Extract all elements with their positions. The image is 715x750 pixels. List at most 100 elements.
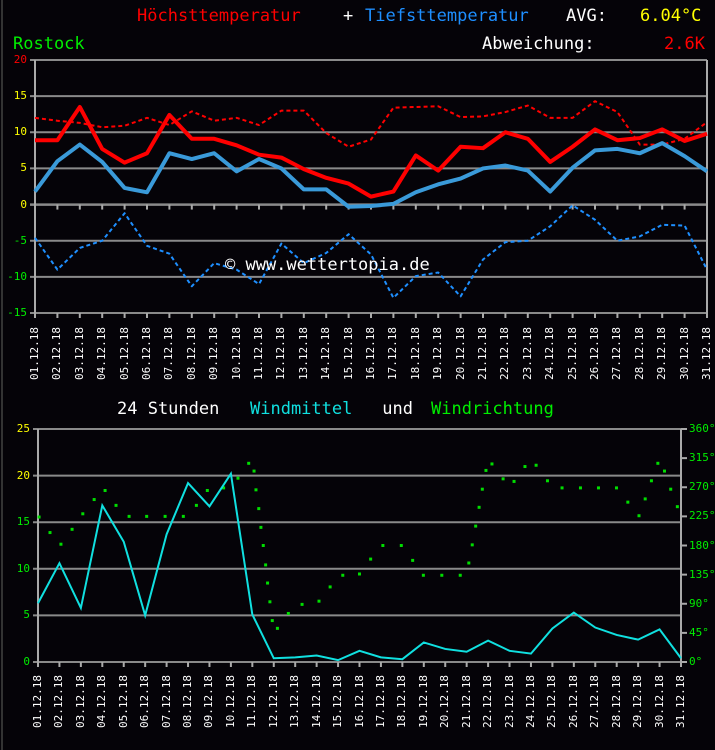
x-tick-label: 26.12.18	[566, 675, 580, 728]
x-tick-label: 06.12.18	[140, 327, 153, 380]
y2-tick-label: 90°	[689, 596, 709, 610]
x-tick-label: 31.12.18	[674, 675, 687, 728]
x-tick-label: 14.12.18	[309, 675, 323, 728]
wind-direction-point	[501, 477, 505, 481]
wind-direction-point	[81, 512, 85, 516]
x-tick-label: 23.12.18	[520, 327, 534, 380]
x-tick-label: 03.12.18	[72, 327, 86, 380]
wind-direction-point	[467, 561, 471, 565]
x-tick-label: 05.12.18	[116, 675, 130, 728]
x-tick-label: 06.12.18	[138, 675, 152, 728]
x-tick-label: 30.12.18	[677, 327, 691, 380]
wind-direction-point	[369, 557, 373, 561]
x-tick-label: 18.12.18	[408, 327, 422, 380]
y-tick-label: -5	[13, 233, 27, 247]
x-tick-label: 02.12.18	[50, 327, 64, 380]
wind-direction-point	[37, 515, 41, 519]
wind-direction-point	[268, 600, 272, 604]
wind-direction-point	[484, 468, 488, 472]
y-tick-label: 10	[13, 125, 27, 139]
y2-tick-label: 315°	[689, 451, 715, 465]
wind-direction-point	[626, 500, 630, 504]
station-name: Rostock	[13, 34, 85, 54]
wind-direction-point	[286, 611, 290, 615]
x-tick-label: 21.12.18	[476, 327, 489, 380]
wind-direction-point	[266, 581, 270, 585]
x-tick-label: 13.12.18	[288, 675, 302, 728]
wind-direction-point	[261, 544, 265, 547]
wind-direction-point	[596, 486, 600, 490]
y-tick-label: 15	[16, 515, 30, 529]
watermark: © www.wettertopia.de	[225, 255, 430, 275]
x-tick-label: 01.12.18	[31, 675, 44, 728]
wind-direction-point	[341, 573, 345, 577]
title-plus: +	[343, 6, 354, 26]
x-tick-label: 23.12.18	[502, 675, 516, 728]
wind-direction-point	[163, 514, 167, 518]
x-tick-label: 26.12.18	[588, 327, 601, 380]
y2-tick-label: 45°	[689, 625, 709, 639]
y-tick-label: -15	[7, 306, 27, 319]
x-tick-label: 17.12.18	[373, 675, 387, 728]
wind-title-direction: Windrichtung	[431, 399, 554, 419]
x-tick-label: 29.12.18	[655, 327, 669, 380]
x-tick-label: 07.12.18	[159, 675, 173, 728]
y2-tick-label: 0°	[689, 655, 703, 668]
wind-direction-point	[181, 514, 185, 518]
y-tick-label: 20	[13, 53, 27, 66]
y-tick-label: 10	[16, 561, 30, 575]
x-tick-label: 22.12.18	[498, 327, 512, 380]
x-tick-label: 07.12.18	[162, 327, 176, 380]
wind-direction-point	[512, 479, 516, 483]
wind-direction-point	[399, 544, 403, 547]
wind-direction-point	[252, 469, 256, 473]
wind-direction-point	[669, 487, 673, 491]
wind-direction-point	[474, 524, 478, 528]
wind-direction-point	[145, 514, 149, 518]
x-tick-label: 11.12.18	[252, 327, 265, 380]
wind-direction-point	[411, 558, 415, 562]
wind-direction-point	[127, 514, 131, 518]
wind-direction-point	[545, 479, 549, 483]
x-tick-label: 08.12.18	[184, 327, 198, 380]
wind-direction-point	[264, 563, 268, 567]
x-tick-label: 17.12.18	[386, 327, 400, 380]
wind-direction-point	[480, 487, 484, 491]
wind-direction-point	[614, 486, 618, 490]
wind-direction-point	[649, 479, 653, 483]
wind-direction-point	[656, 461, 660, 465]
wind-direction-point	[205, 488, 209, 492]
wind-direction-point	[70, 527, 74, 531]
x-tick-label: 28.12.18	[609, 675, 623, 728]
x-tick-label: 20.12.18	[453, 327, 467, 380]
wind-direction-point	[523, 465, 527, 469]
x-tick-label: 16.12.18	[352, 675, 366, 728]
x-tick-label: 19.12.18	[416, 675, 430, 728]
wind-chart	[33, 428, 687, 667]
y-tick-label: 0	[20, 197, 27, 211]
wind-direction-point	[381, 544, 385, 547]
x-tick-label: 25.12.18	[545, 675, 559, 728]
x-tick-label: 09.12.18	[207, 327, 221, 380]
x-tick-label: 10.12.18	[223, 675, 237, 728]
y-tick-label: 0	[23, 655, 30, 668]
x-tick-label: 01.12.18	[28, 327, 41, 380]
x-tick-label: 12.12.18	[274, 327, 288, 380]
y-tick-label: 15	[13, 89, 27, 103]
x-tick-label: 31.12.18	[700, 327, 713, 380]
wind-title-part1: 24 Stunden	[117, 399, 230, 419]
x-tick-label: 02.12.18	[52, 675, 66, 728]
x-tick-label: 18.12.18	[395, 675, 409, 728]
wind-direction-point	[662, 469, 666, 473]
wind-title-speed: Windmittel	[250, 399, 353, 419]
y2-tick-label: 135°	[689, 567, 715, 581]
y-tick-label: 5	[20, 161, 27, 175]
avg-label: AVG:	[566, 6, 607, 26]
deviation-value: 2.6K	[664, 34, 705, 54]
wind-direction-point	[257, 507, 261, 511]
title-min: Tiefsttemperatur	[365, 6, 529, 26]
temperature-chart	[30, 59, 709, 318]
wind-direction-point	[247, 461, 251, 465]
wind-direction-point	[458, 573, 462, 577]
